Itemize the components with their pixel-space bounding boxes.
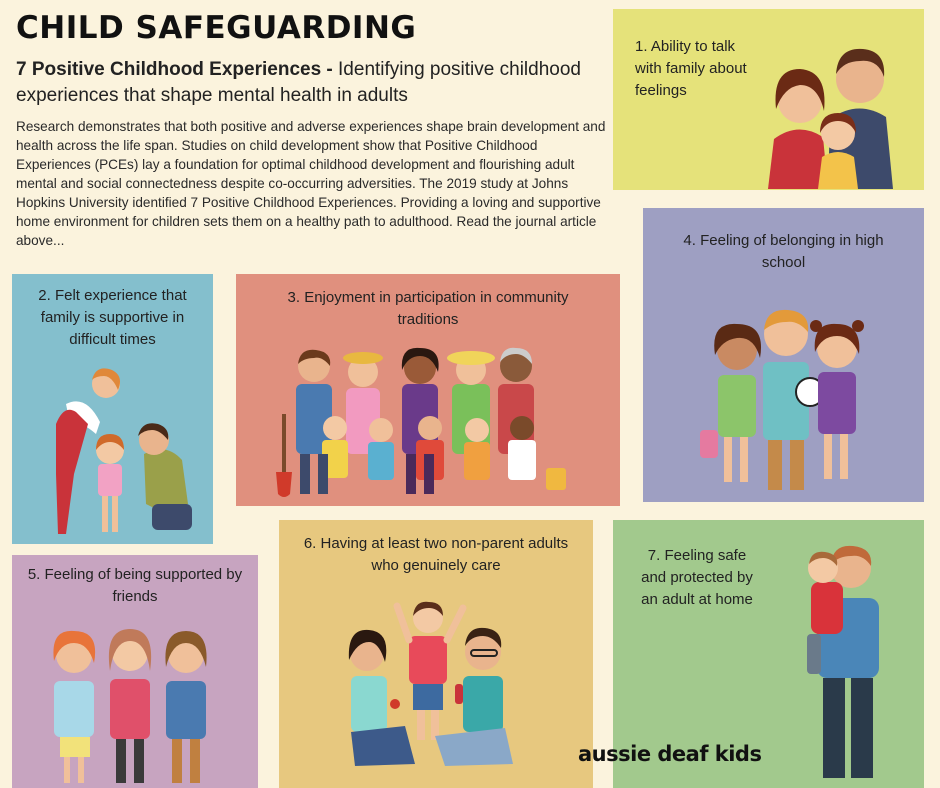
subtitle-bold: 7 Positive Childhood Experiences - — [16, 59, 333, 80]
subtitle-rest: Identifying positive childhood experienc… — [16, 59, 581, 106]
experience-card-1: 1. Ability to talk with family about fee… — [613, 9, 924, 190]
caring-adults-illustration — [348, 601, 513, 766]
family-talking-illustration — [768, 48, 893, 189]
experience-card-5: 5. Feeling of being supported by friends — [12, 555, 258, 788]
experience-1-label: 1. Ability to talk with family about fee… — [635, 38, 747, 99]
experience-2-label: 2. Felt experience that family is suppor… — [38, 287, 187, 348]
school-friends-illustration — [700, 309, 864, 490]
intro-paragraph: Research demonstrates that both positive… — [16, 119, 606, 248]
supportive-family-illustration — [56, 368, 192, 534]
page-subtitle: 7 Positive Childhood Experiences - Ident… — [16, 57, 596, 109]
aussie-deaf-kids-logo: aussie deaf kids — [578, 742, 762, 766]
friends-illustration — [53, 629, 207, 783]
experience-card-6: 6. Having at least two non-parent adults… — [279, 520, 593, 788]
community-group-illustration — [276, 347, 566, 497]
safe-at-home-illustration — [807, 545, 879, 778]
experience-7-label: 7. Feeling safe and protected by an adul… — [641, 547, 753, 608]
experience-5-label: 5. Feeling of being supported by friends — [27, 566, 243, 605]
experience-card-2: 2. Felt experience that family is suppor… — [12, 274, 213, 544]
experience-4-label: 4. Feeling of belonging in high school — [683, 232, 884, 271]
experience-3-label: 3. Enjoyment in participation in communi… — [287, 289, 569, 328]
experience-card-3: 3. Enjoyment in participation in communi… — [236, 274, 620, 506]
page-title: CHILD SAFEGUARDING — [16, 10, 417, 46]
experience-card-4: 4. Feeling of belonging in high school — [643, 208, 924, 502]
experience-6-label: 6. Having at least two non-parent adults… — [303, 535, 569, 574]
experience-card-7: 7. Feeling safe and protected by an adul… — [613, 520, 924, 788]
